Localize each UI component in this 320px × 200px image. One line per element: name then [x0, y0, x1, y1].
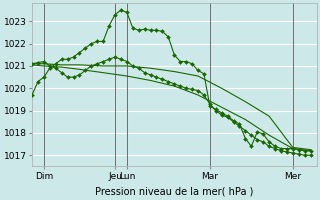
- X-axis label: Pression niveau de la mer( hPa ): Pression niveau de la mer( hPa ): [95, 187, 253, 197]
